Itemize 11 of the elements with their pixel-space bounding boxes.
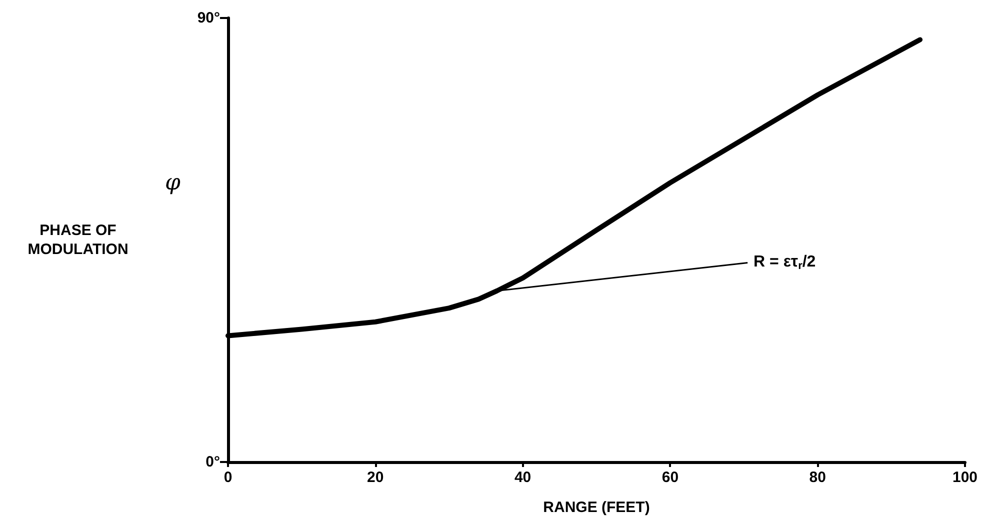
- text: φ: [165, 170, 181, 196]
- y-tick-label: 90°: [197, 10, 220, 26]
- y-tick-label: 0°: [206, 454, 220, 470]
- x-tick-label: 80: [809, 469, 826, 486]
- x-tick-label: 100: [952, 469, 978, 486]
- x-tick-label: 0: [224, 469, 232, 486]
- x-axis-title: RANGE (FEET): [543, 499, 650, 516]
- x-tick-label: 20: [367, 469, 384, 486]
- y-axis-title: PHASE OF MODULATION: [28, 222, 128, 258]
- x-tick-label: 60: [662, 469, 679, 486]
- x-tick-label: 40: [514, 469, 532, 486]
